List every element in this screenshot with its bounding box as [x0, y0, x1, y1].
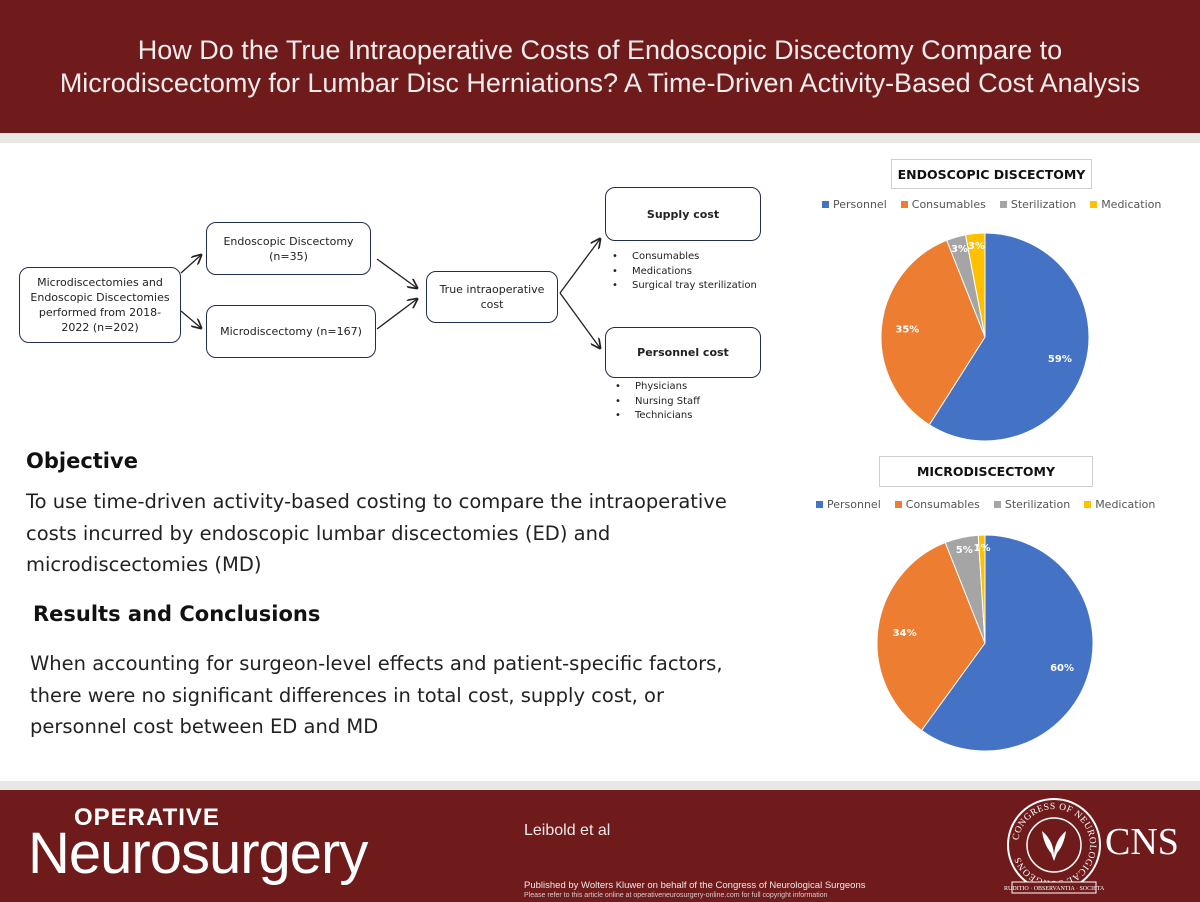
legend-item: Medication	[1090, 198, 1161, 211]
supply-item: Medications	[612, 265, 757, 280]
legend-item: Sterilization	[999, 198, 1077, 211]
pie-chart-endoscopic: 59% 35% 3% 3%	[880, 232, 1090, 442]
legend-item: Personnel	[816, 498, 881, 511]
legend-label: Sterilization	[1010, 198, 1077, 211]
legend-label: Sterilization	[1004, 498, 1071, 511]
pie-slice-consumables	[880, 239, 986, 426]
flow-supply-box: Supply cost	[605, 187, 761, 241]
flow-true-cost-text: True intraoperative cost	[439, 283, 545, 311]
flowchart-arrows	[180, 143, 800, 443]
legend-swatch	[1090, 201, 1098, 208]
legend-swatch	[816, 501, 823, 508]
flow-true-cost-box: True intraoperative cost	[426, 271, 558, 323]
objective-text: To use time-driven activity-based costin…	[26, 490, 727, 576]
supply-list: Consumables Medications Surgical tray st…	[612, 250, 757, 294]
legend-item: Sterilization	[993, 498, 1071, 511]
pie-data-label: 3%	[951, 244, 968, 255]
flow-personnel-title: Personnel cost	[637, 346, 729, 359]
chart-title-endoscopic: ENDOSCOPIC DISCECTOMY	[891, 159, 1092, 189]
flow-personnel-box: Personnel cost	[605, 327, 761, 378]
pie-data-label: 3%	[968, 241, 985, 252]
header-banner: How Do the True Intraoperative Costs of …	[0, 0, 1200, 133]
flow-endoscopic-text: Endoscopic Discectomy (n=35)	[223, 234, 354, 263]
publisher-note: Published by Wolters Kluwer on behalf of…	[524, 880, 866, 891]
arrow-cost-to-supply	[559, 239, 600, 294]
pie-data-label: 5%	[956, 545, 973, 556]
personnel-item: Nursing Staff	[615, 395, 700, 410]
flow-start-text: Microdiscectomies and Endoscopic Discect…	[30, 276, 170, 334]
pie-data-label: 1%	[974, 543, 991, 554]
legend-item: Medication	[1084, 498, 1155, 511]
arrow-endoscopic-to-cost	[376, 258, 417, 288]
pie-data-label: 34%	[893, 628, 917, 639]
arrow-cost-to-personnel	[559, 292, 600, 348]
flow-micro-box: Microdiscectomy (n=167)	[206, 305, 376, 358]
legend-item: Consumables	[900, 198, 986, 211]
page-title: How Do the True Intraoperative Costs of …	[59, 34, 1141, 98]
flow-endoscopic-box: Endoscopic Discectomy (n=35)	[206, 222, 371, 275]
chart-legend-endoscopic: Personnel Consumables Sterilization Medi…	[822, 198, 1161, 211]
legend-swatch	[993, 501, 1001, 508]
legend-label: Medication	[1101, 198, 1162, 211]
cns-logo-text: CNS	[1105, 821, 1179, 863]
svg-text:ERUDITIO · OBSERVANTIA · SOCIE: ERUDITIO · OBSERVANTIA · SOCIETAS	[1004, 886, 1104, 892]
flow-micro-text: Microdiscectomy (n=167)	[220, 325, 362, 338]
pie-slice-personnel	[920, 534, 1094, 752]
supply-item: Surgical tray sterilization	[612, 279, 757, 294]
legend-swatch	[822, 201, 829, 208]
svg-text:CONGRESS OF NEUROLOGICAL SURGE: CONGRESS OF NEUROLOGICAL SURGEONS	[1011, 802, 1097, 888]
results-text: When accounting for surgeon-level effect…	[30, 652, 723, 738]
personnel-item: Physicians	[615, 380, 700, 395]
cns-seal-logo: CONGRESS OF NEUROLOGICAL SURGEONS ERUDIT…	[1004, 798, 1104, 894]
pie-slice-medication	[964, 232, 986, 338]
legend-item: Consumables	[894, 498, 980, 511]
arrow-start-to-micro	[180, 310, 201, 328]
chart-title-micro: MICRODISCECTOMY	[879, 456, 1093, 487]
pie-slice-personnel	[928, 232, 1090, 442]
journal-brand-top: OPERATIVE	[74, 804, 220, 831]
authors: Leibold et al	[524, 822, 611, 839]
legend-label: Consumables	[905, 498, 980, 511]
pie-slice-medication	[977, 534, 986, 644]
legend-swatch	[1084, 501, 1092, 508]
chart-legend-micro: Personnel Consumables Sterilization Medi…	[816, 498, 1155, 511]
footer-banner: OPERATIVE Neurosurgery Leibold et al Pub…	[0, 790, 1200, 902]
pie-chart-micro: 60% 34% 5% 1%	[876, 534, 1094, 752]
objective-heading: Objective	[26, 449, 138, 473]
arrow-start-to-endoscopic	[180, 255, 201, 274]
legend-swatch	[894, 501, 902, 508]
personnel-item: Technicians	[615, 409, 700, 424]
pie-data-label: 35%	[895, 325, 919, 336]
supply-item: Consumables	[612, 250, 757, 265]
copyright-note: Please refer to this article online at o…	[524, 892, 828, 899]
legend-label: Personnel	[833, 198, 887, 211]
legend-swatch	[900, 201, 908, 208]
legend-label: Medication	[1095, 498, 1156, 511]
legend-swatch	[999, 201, 1007, 208]
pie-slice-consumables	[876, 541, 986, 732]
pie-data-label: 60%	[1050, 663, 1074, 674]
journal-brand-main: Neurosurgery	[28, 821, 368, 886]
results-heading: Results and Conclusions	[33, 602, 321, 626]
legend-label: Personnel	[827, 498, 881, 511]
pie-data-label: 59%	[1048, 354, 1072, 365]
personnel-list: Physicians Nursing Staff Technicians	[615, 380, 700, 424]
flow-start-box: Microdiscectomies and Endoscopic Discect…	[19, 267, 181, 343]
arrow-micro-to-cost	[376, 299, 417, 330]
flow-supply-title: Supply cost	[646, 207, 720, 221]
legend-label: Consumables	[911, 198, 986, 211]
legend-item: Personnel	[822, 198, 887, 211]
abstract-panel: Microdiscectomies and Endoscopic Discect…	[0, 143, 1200, 781]
